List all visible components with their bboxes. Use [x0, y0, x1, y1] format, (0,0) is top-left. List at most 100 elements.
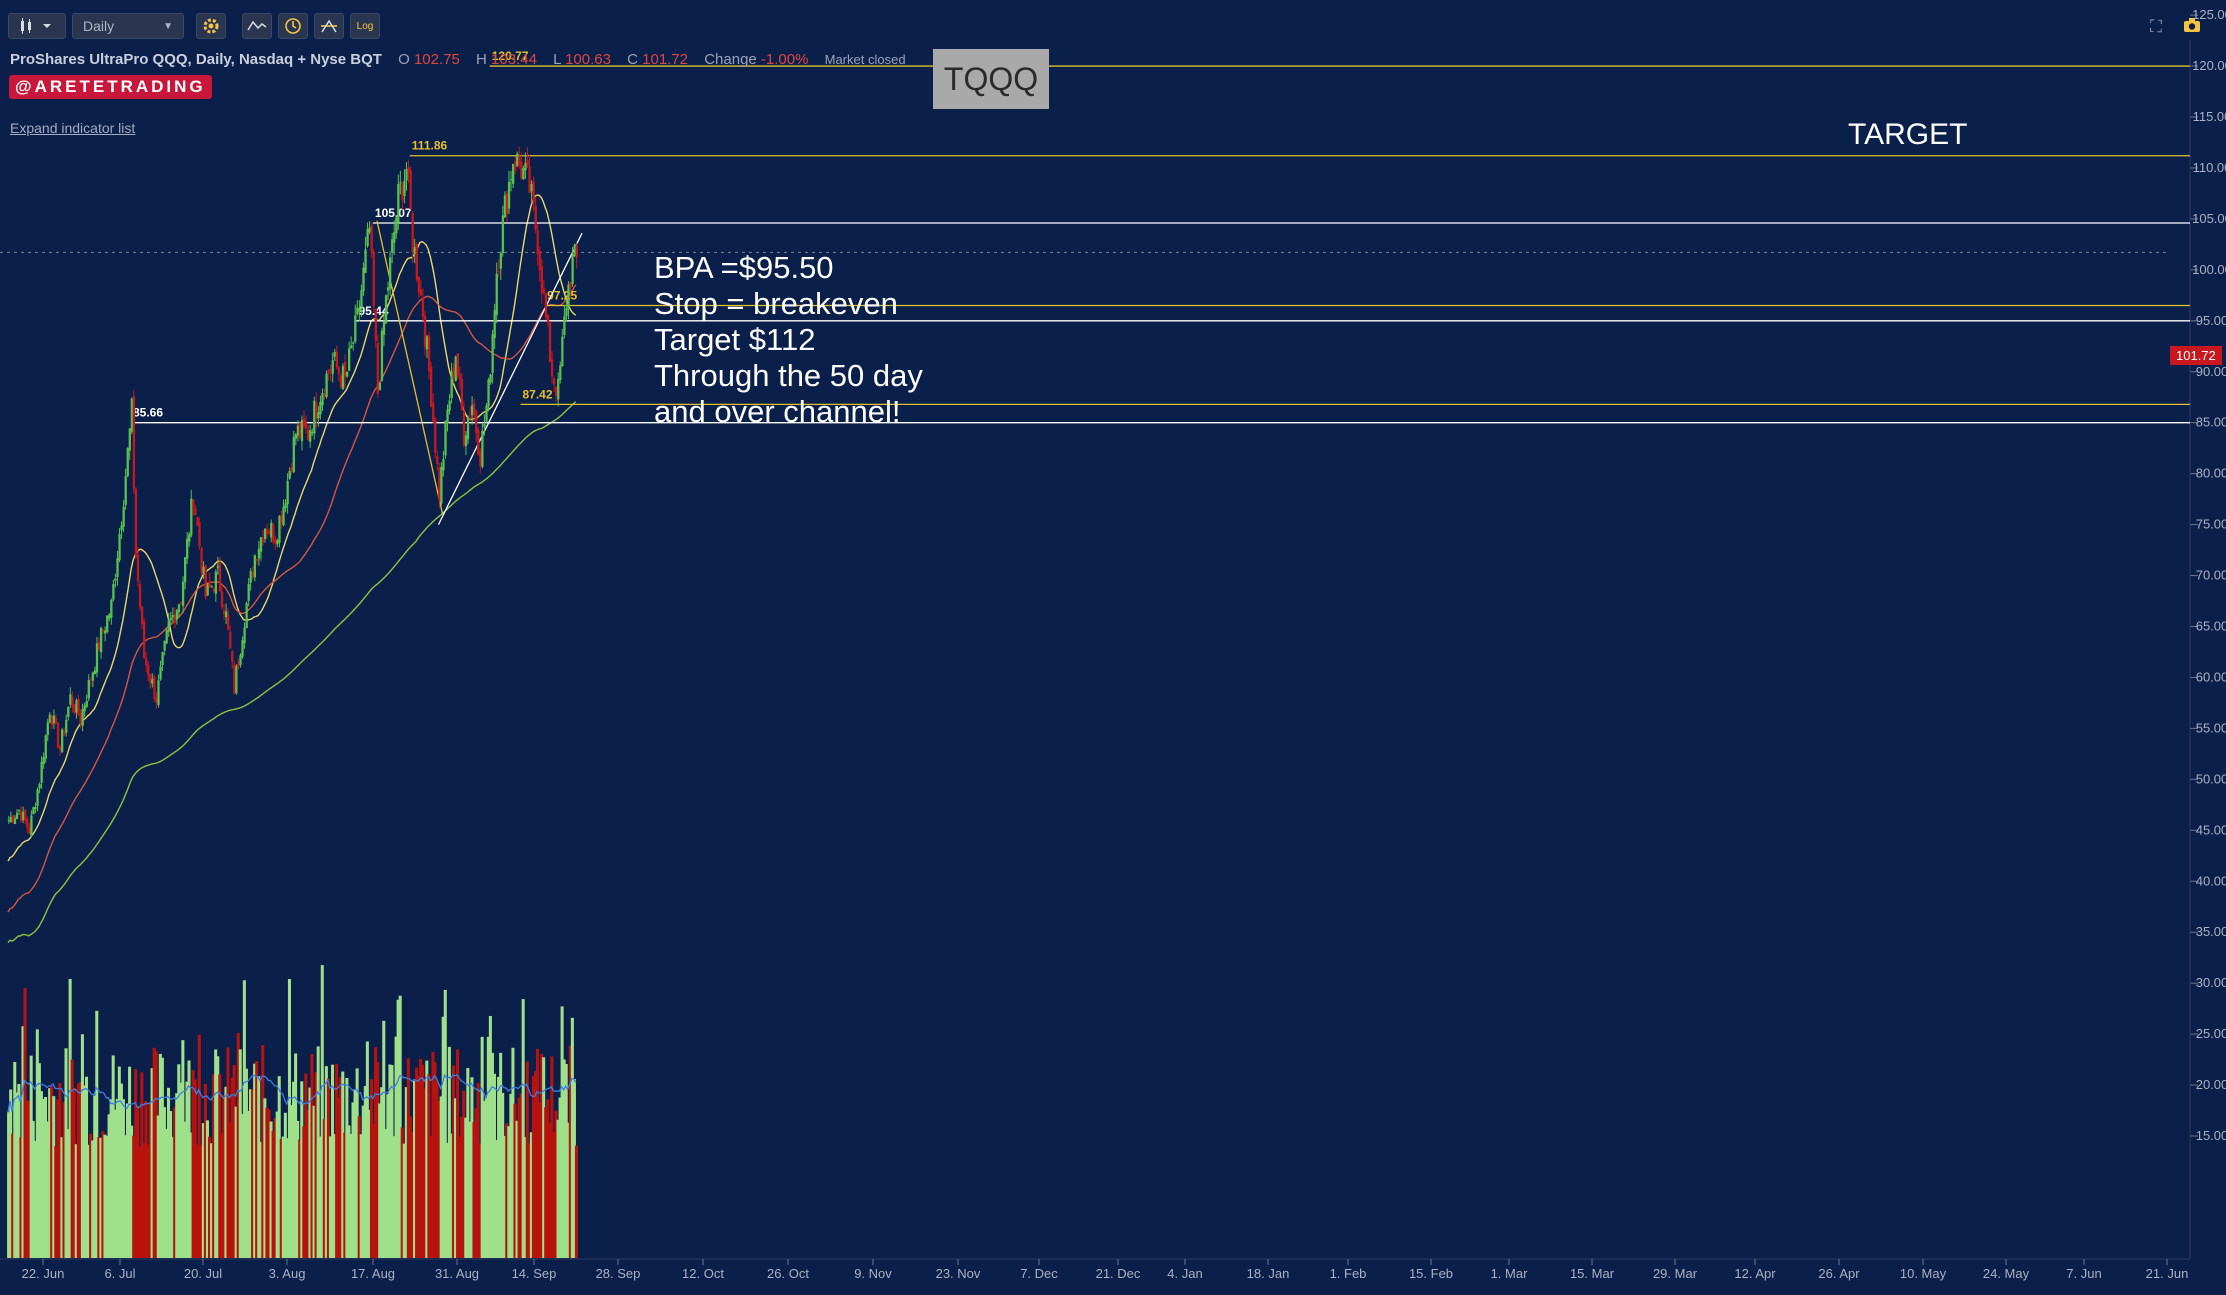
x-tick-label: 4. Jan — [1167, 1266, 1202, 1281]
fullscreen-icon[interactable]: ⛶ — [2150, 17, 2162, 36]
candle-body — [145, 658, 148, 666]
candle-body — [391, 239, 394, 253]
low-value: 100.63 — [565, 51, 611, 68]
x-tick-label: 28. Sep — [596, 1266, 641, 1281]
candle-body — [553, 378, 556, 385]
candle-body — [167, 620, 170, 632]
volume-bar — [246, 1111, 250, 1258]
candle-body — [71, 697, 74, 707]
volume-bar — [17, 1084, 21, 1258]
volume-bar — [23, 987, 27, 1258]
volume-bar — [507, 1126, 511, 1258]
volume-bar — [66, 1129, 70, 1258]
volume-bar — [87, 1144, 91, 1258]
candle-body — [557, 378, 560, 400]
volume-bar — [505, 1123, 509, 1258]
volume-bar — [361, 1105, 365, 1258]
volume-bar — [144, 1101, 148, 1258]
candle-body — [382, 321, 386, 335]
x-tick-label: 1. Feb — [1330, 1266, 1367, 1281]
candle-body — [46, 722, 49, 736]
candle-body — [99, 627, 103, 653]
candle-body — [542, 288, 546, 293]
volume-bar — [294, 1053, 298, 1258]
candle-body — [112, 584, 115, 600]
compare-icon[interactable] — [314, 13, 344, 39]
volume-bar — [425, 1060, 429, 1258]
volume-bar — [353, 1089, 357, 1258]
indicator-icon[interactable] — [242, 13, 272, 39]
candle-body — [143, 621, 146, 659]
candle-body — [9, 817, 13, 822]
volume-bar — [359, 1134, 363, 1258]
candle-body — [415, 244, 418, 280]
candle-body — [169, 618, 172, 620]
candle-body — [32, 807, 35, 815]
candle-body — [448, 400, 451, 411]
volume-bar — [318, 1136, 322, 1258]
candle-body — [475, 410, 478, 433]
volume-bar — [439, 1096, 443, 1258]
candles-icon[interactable] — [8, 13, 66, 39]
timeframe-select[interactable]: Daily ▼ — [72, 13, 184, 39]
candle-body — [520, 161, 523, 179]
log-scale-icon[interactable]: Log — [350, 13, 380, 39]
candle-body — [85, 700, 88, 707]
y-tick-label: 115.00 — [2193, 109, 2226, 124]
trade-note: BPA =$95.50 Stop = breakeven Target $112… — [654, 250, 923, 430]
candle-body — [36, 789, 39, 806]
volume-bar — [154, 1051, 158, 1258]
volume-bar — [199, 1144, 203, 1258]
candle-body — [565, 308, 568, 317]
candle-body — [63, 732, 66, 735]
candle-body — [550, 359, 554, 377]
candle-body — [15, 812, 19, 820]
volume-bar — [89, 1133, 93, 1258]
candle-body — [181, 581, 185, 606]
candle-body — [307, 429, 310, 440]
volume-bar — [85, 1076, 89, 1258]
volume-bar — [402, 1143, 406, 1258]
volume-bar — [529, 1132, 533, 1258]
clock-icon[interactable] — [278, 13, 308, 39]
candle-body — [378, 382, 382, 391]
candle-body — [261, 538, 265, 543]
candle-body — [212, 588, 215, 592]
candle-body — [450, 371, 453, 399]
gear-icon[interactable] — [196, 13, 226, 39]
volume-bar — [9, 1089, 13, 1258]
candle-body — [407, 167, 410, 173]
volume-bar — [562, 1059, 566, 1258]
volume-bar — [171, 1136, 175, 1258]
candle-body — [97, 642, 101, 651]
volume-bar — [296, 1120, 300, 1258]
level-label: 105.07 — [375, 206, 412, 220]
x-tick-label: 20. Jul — [184, 1266, 222, 1281]
volume-bar — [263, 1098, 267, 1258]
volume-bar — [142, 1143, 146, 1258]
volume-bar — [64, 1048, 68, 1258]
candle-body — [438, 467, 441, 502]
candle-body — [499, 252, 502, 269]
volume-bar — [404, 1087, 408, 1258]
candle-body — [34, 806, 37, 809]
volume-bar — [400, 1127, 404, 1258]
volume-bar — [435, 1082, 439, 1258]
volume-bar — [443, 989, 447, 1258]
candle-body — [28, 827, 31, 834]
volume-bar — [175, 1093, 179, 1258]
volume-bar — [492, 1073, 496, 1258]
candle-body — [440, 466, 443, 504]
x-tick-label: 15. Mar — [1570, 1266, 1615, 1281]
expand-indicator-link[interactable]: Expand indicator list — [10, 120, 136, 136]
volume-bar — [365, 1041, 369, 1258]
candle-body — [372, 252, 375, 306]
volume-bar — [351, 1102, 355, 1258]
candle-body — [26, 818, 29, 828]
candle-body — [548, 322, 552, 363]
volume-bar — [384, 1129, 388, 1258]
candle-body — [366, 229, 369, 247]
camera-icon[interactable] — [2183, 17, 2201, 38]
